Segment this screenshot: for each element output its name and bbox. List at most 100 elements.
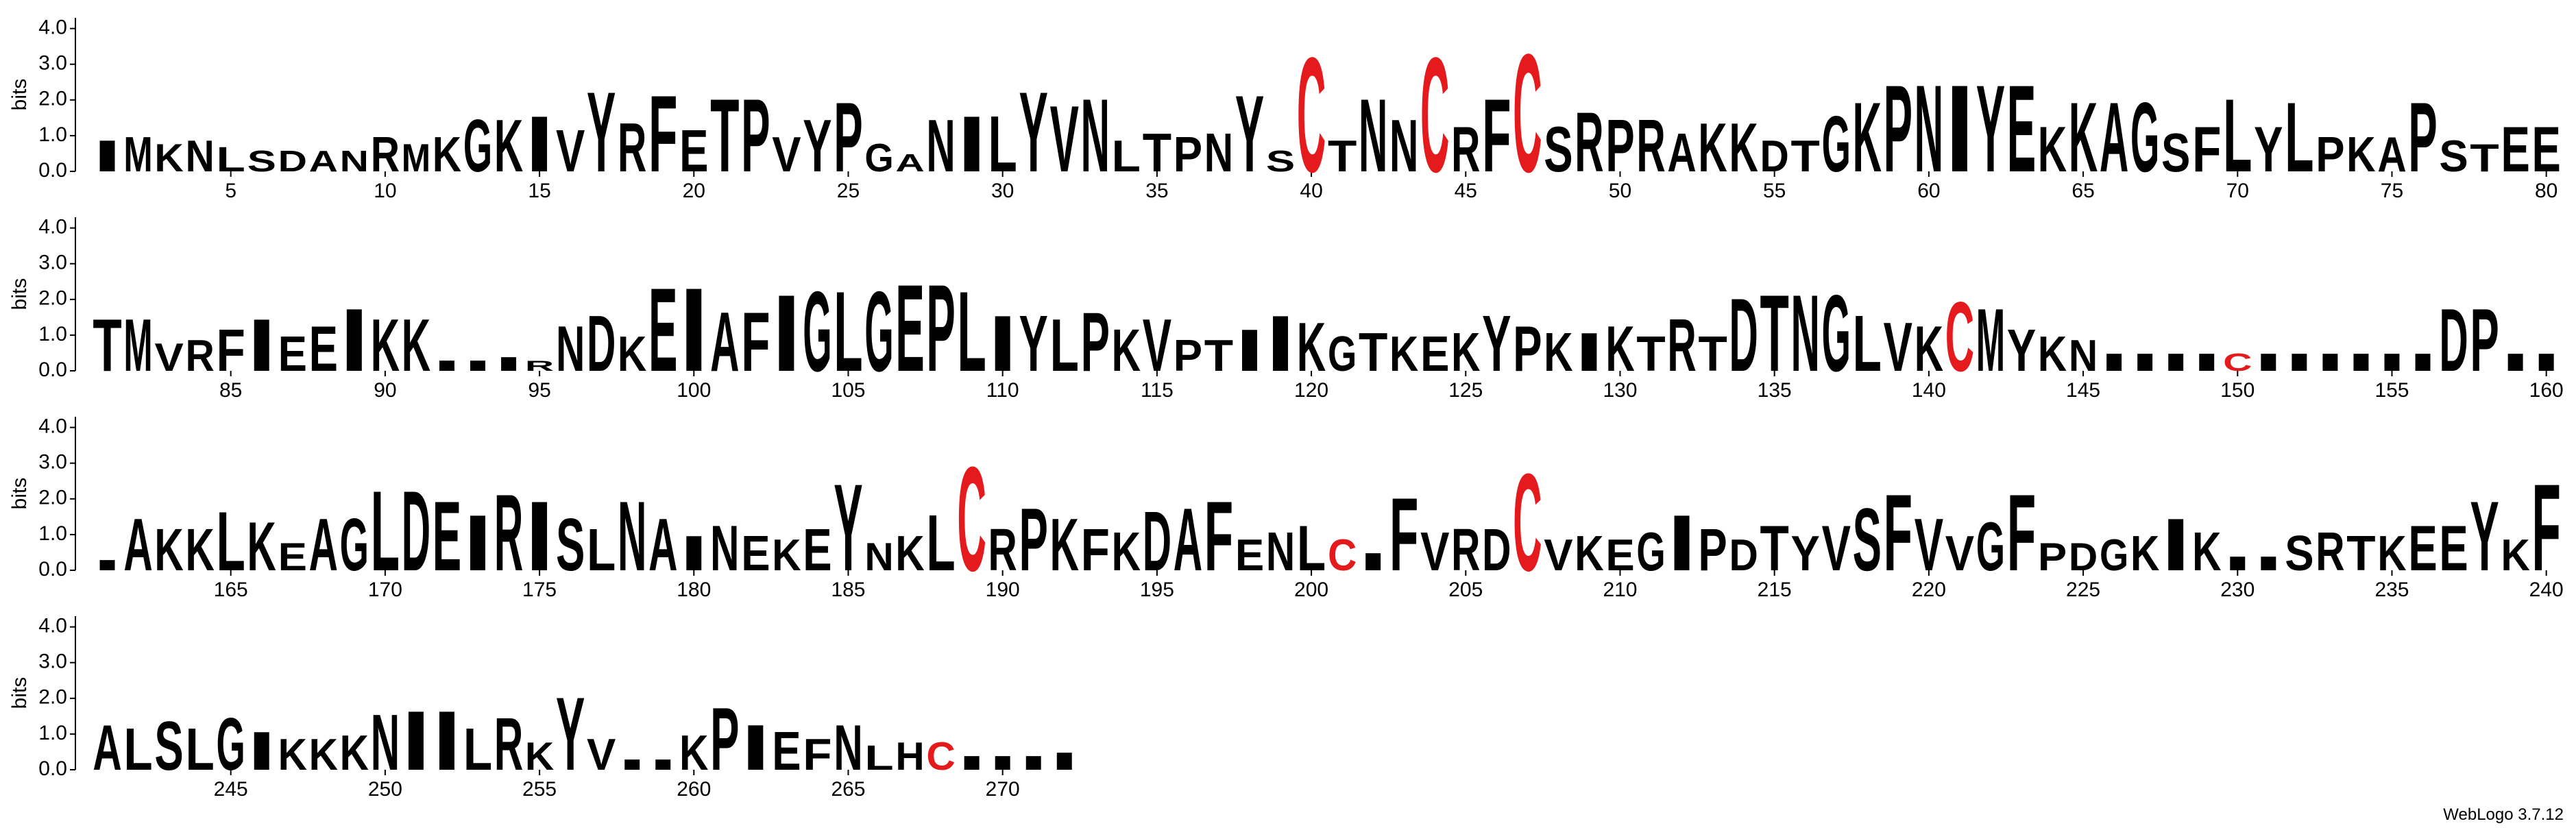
letter: R bbox=[1667, 304, 1696, 387]
x-tick-label: 90 bbox=[374, 379, 396, 402]
x-tick-label: 140 bbox=[1912, 379, 1946, 402]
letter: I bbox=[340, 291, 369, 390]
x-tick-label: 250 bbox=[368, 778, 402, 801]
y-tick-label: 3.0 bbox=[38, 451, 67, 474]
letter: S bbox=[154, 707, 183, 785]
y-tick-label: 1.0 bbox=[38, 522, 67, 545]
letter: K bbox=[1729, 108, 1758, 186]
letter: Y bbox=[2254, 114, 2283, 186]
x-tick-label: 40 bbox=[1300, 180, 1322, 202]
letter: F bbox=[648, 73, 677, 195]
letter: I bbox=[247, 304, 276, 387]
letter: L bbox=[2285, 82, 2313, 193]
letter: G bbox=[1976, 508, 2005, 585]
letter: T bbox=[2346, 526, 2375, 582]
letter: Y bbox=[2007, 317, 2036, 384]
y-tick-label: 1.0 bbox=[38, 722, 67, 744]
letter: R bbox=[1451, 113, 1480, 186]
letter: V bbox=[772, 127, 801, 182]
letter: E bbox=[2408, 513, 2437, 585]
letter: S bbox=[2439, 131, 2468, 181]
x-tick-label: 125 bbox=[1448, 379, 1483, 402]
letter: S bbox=[1266, 145, 1295, 178]
letter: P bbox=[2408, 82, 2437, 193]
letter: K bbox=[1297, 308, 1326, 386]
letter: L bbox=[926, 500, 955, 588]
letter: K bbox=[154, 136, 183, 180]
x-tick-label: 120 bbox=[1294, 379, 1328, 402]
letter: I bbox=[525, 481, 554, 592]
letter: C bbox=[926, 734, 955, 779]
letter: E bbox=[2532, 114, 2561, 186]
letter: E bbox=[2439, 513, 2468, 585]
x-tick-label: 135 bbox=[1758, 379, 1792, 402]
y-axis-label: bits bbox=[8, 478, 31, 510]
letter: L bbox=[834, 269, 862, 395]
letter: I bbox=[679, 526, 708, 581]
letter: S bbox=[1544, 114, 1572, 186]
x-tick-label: 45 bbox=[1455, 180, 1477, 202]
letter: D bbox=[402, 468, 430, 595]
letter: R bbox=[618, 108, 646, 186]
letter: F bbox=[2532, 459, 2561, 598]
letter: K bbox=[2130, 525, 2159, 581]
letter: P bbox=[1081, 294, 1110, 389]
letter: D bbox=[2069, 535, 2098, 579]
letter: I bbox=[247, 720, 276, 781]
x-tick-label: 150 bbox=[2220, 379, 2255, 402]
letter: A bbox=[648, 504, 677, 587]
letter: R bbox=[525, 358, 554, 374]
letter: V bbox=[587, 729, 616, 779]
x-tick-label: 175 bbox=[522, 579, 557, 601]
y-tick-label: 2.0 bbox=[38, 487, 67, 509]
letter: L bbox=[864, 738, 893, 777]
x-tick-label: 165 bbox=[214, 579, 248, 601]
letter: I bbox=[2192, 349, 2221, 376]
footer: WebLogo 3.7.12 bbox=[2443, 805, 2564, 824]
letter: P bbox=[1884, 59, 1912, 198]
letter: A bbox=[2377, 126, 2406, 182]
letter: K bbox=[2069, 82, 2098, 193]
y-tick-label: 3.0 bbox=[38, 52, 67, 75]
x-tick-label: 190 bbox=[986, 579, 1020, 601]
letter: I bbox=[463, 499, 492, 587]
letter: C bbox=[2223, 349, 2252, 376]
letter: Y bbox=[1235, 73, 1264, 195]
y-tick-label: 0.0 bbox=[38, 159, 67, 182]
letter: D bbox=[278, 144, 307, 178]
letter: P bbox=[926, 258, 955, 398]
x-tick-label: 160 bbox=[2529, 379, 2564, 402]
letter: C bbox=[1945, 282, 1974, 392]
letter: I bbox=[463, 358, 492, 374]
letter: K bbox=[2192, 521, 2221, 582]
x-tick-label: 110 bbox=[986, 379, 1019, 402]
letter: I bbox=[2346, 349, 2375, 376]
letter: K bbox=[278, 730, 308, 780]
x-tick-label: 185 bbox=[831, 579, 865, 601]
letter: I bbox=[2223, 552, 2252, 574]
letter: F bbox=[1204, 481, 1233, 592]
letter: A bbox=[309, 504, 338, 587]
letter: S bbox=[1853, 489, 1882, 589]
y-tick-label: 4.0 bbox=[38, 415, 67, 438]
letter: G bbox=[340, 504, 369, 587]
letter: I bbox=[402, 694, 430, 788]
letter: N bbox=[834, 711, 862, 784]
letter: I bbox=[2254, 349, 2283, 376]
x-tick-label: 55 bbox=[1763, 180, 1786, 202]
y-tick-label: 2.0 bbox=[38, 287, 67, 310]
letter: Y bbox=[834, 458, 862, 597]
x-tick-label: 145 bbox=[2066, 379, 2100, 402]
x-tick-label: 255 bbox=[522, 778, 557, 801]
letter: F bbox=[2007, 472, 2036, 594]
x-tick-label: 65 bbox=[2071, 180, 2094, 202]
letter: D bbox=[587, 300, 616, 389]
x-tick-label: 245 bbox=[214, 778, 248, 801]
letter: V bbox=[154, 335, 184, 380]
letter: I bbox=[2377, 349, 2406, 376]
letter: N bbox=[371, 699, 400, 788]
x-tick-label: 240 bbox=[2529, 579, 2564, 601]
letter: E bbox=[2007, 59, 2036, 198]
letter: I bbox=[1359, 548, 1387, 576]
